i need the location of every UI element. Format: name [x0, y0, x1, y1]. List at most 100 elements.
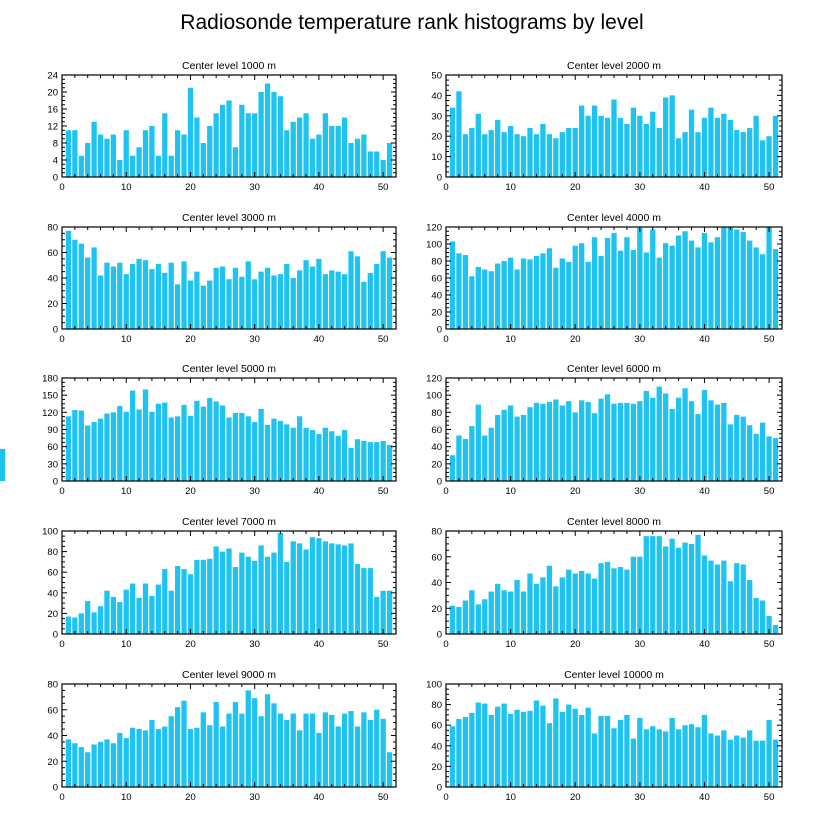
bar [753, 433, 759, 481]
bar [501, 132, 507, 177]
bar [559, 577, 565, 634]
bar [226, 417, 232, 481]
bar [598, 115, 604, 177]
bar [335, 726, 341, 787]
bar [162, 272, 168, 329]
y-tick-label: 100 [42, 527, 58, 538]
y-tick-label: 40 [431, 91, 442, 102]
bar [585, 261, 591, 329]
bar [598, 563, 604, 634]
bar [766, 615, 772, 634]
bar [65, 416, 72, 481]
bar [168, 417, 174, 481]
y-tick-label: 4 [53, 156, 58, 167]
bar [316, 134, 322, 177]
bar [226, 100, 232, 177]
bar [714, 237, 721, 329]
bar [533, 583, 540, 634]
bar [772, 115, 779, 177]
bar [495, 583, 501, 634]
bar [688, 401, 695, 481]
bar [335, 435, 341, 481]
bar [354, 138, 361, 177]
panel-1: Center level 1000 m 0 10 20 30 40 50 0 4 8 12 16 20 2… [47, 60, 397, 193]
bar [462, 600, 469, 634]
bar [91, 744, 97, 787]
bar [747, 425, 753, 481]
bar [213, 702, 219, 787]
bar [753, 740, 759, 787]
bar [572, 708, 578, 787]
bar [740, 564, 746, 634]
bar [449, 726, 456, 787]
bar [553, 267, 559, 329]
bar [701, 232, 708, 329]
bar [695, 132, 701, 177]
bar [540, 253, 546, 329]
y-tick-label: 120 [426, 374, 442, 385]
bar [341, 274, 348, 329]
bar [682, 725, 688, 787]
y-tick-label: 60 [47, 248, 58, 259]
x-tick-label: 0 [59, 334, 64, 345]
bar [117, 406, 123, 481]
y-tick-label: 0 [53, 477, 58, 488]
bar [168, 716, 174, 787]
y-tick-label: 60 [47, 568, 58, 579]
bar [469, 590, 475, 634]
bar [162, 726, 168, 787]
bar [155, 584, 161, 634]
bar [546, 248, 553, 329]
bar [701, 555, 708, 634]
bar [624, 714, 630, 787]
bar [354, 439, 361, 481]
x-tick-label: 50 [764, 792, 775, 803]
x-tick-label: 20 [185, 486, 196, 497]
x-tick-label: 10 [505, 792, 516, 803]
bar [449, 455, 456, 481]
bar [386, 752, 393, 787]
bar [527, 259, 533, 329]
bar [329, 270, 335, 329]
x-tick-label: 40 [699, 486, 710, 497]
bar [585, 402, 591, 481]
x-tick-label: 20 [185, 792, 196, 803]
bar [123, 274, 129, 329]
bar [341, 117, 348, 177]
bar [245, 113, 251, 177]
bar [469, 712, 475, 787]
bar [335, 271, 341, 330]
bar [682, 231, 688, 329]
bar [309, 537, 316, 634]
bar [322, 712, 328, 787]
bar [637, 227, 643, 329]
plot-frame [445, 226, 783, 330]
y-tick-label: 80 [47, 223, 58, 234]
bar [708, 560, 714, 634]
bar [734, 229, 740, 329]
bar [316, 732, 322, 787]
y-tick-label: 20 [431, 308, 442, 319]
bar [488, 130, 494, 177]
bar [527, 128, 533, 177]
bar [361, 134, 367, 177]
bar [136, 597, 142, 634]
x-tick-label: 30 [635, 334, 646, 345]
y-tick-label: 20 [47, 609, 58, 620]
bar [162, 402, 168, 481]
bar [598, 398, 604, 481]
bar [0, 448, 6, 481]
y-tick-label: 40 [431, 291, 442, 302]
x-tick-label: 50 [378, 792, 389, 803]
bar [772, 624, 779, 634]
bar [65, 230, 72, 329]
x-tick-label: 20 [570, 486, 581, 497]
y-tick-label: 80 [431, 700, 442, 711]
bar [475, 113, 481, 177]
x-tick-label: 10 [505, 182, 516, 193]
bar [546, 402, 553, 481]
bar [194, 559, 200, 634]
bar [747, 730, 753, 787]
y-tick-label: 0 [53, 173, 58, 184]
bar [78, 155, 84, 177]
